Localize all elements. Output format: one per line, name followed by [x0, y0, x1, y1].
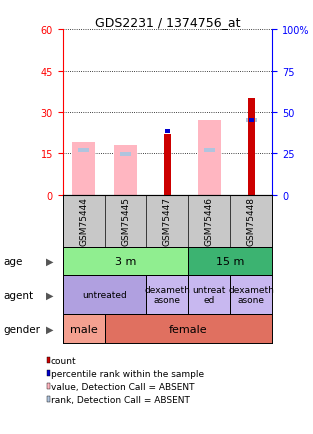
- Text: dexameth
asone: dexameth asone: [228, 286, 274, 305]
- Text: male: male: [70, 324, 97, 334]
- Text: value, Detection Call = ABSENT: value, Detection Call = ABSENT: [51, 382, 194, 391]
- Bar: [63, 247, 188, 276]
- Text: age: age: [3, 256, 23, 266]
- Bar: [164, 135, 171, 195]
- Bar: [248, 99, 255, 195]
- Text: ▶: ▶: [46, 324, 54, 334]
- Text: gender: gender: [3, 324, 40, 334]
- Bar: [188, 247, 272, 276]
- Text: 15 m: 15 m: [216, 256, 244, 266]
- Bar: [165, 129, 170, 134]
- Bar: [204, 148, 215, 153]
- Text: rank, Detection Call = ABSENT: rank, Detection Call = ABSENT: [51, 395, 190, 404]
- Text: count: count: [51, 356, 76, 365]
- Text: GSM75448: GSM75448: [247, 197, 256, 246]
- Bar: [246, 118, 257, 122]
- Bar: [78, 148, 89, 153]
- Bar: [230, 276, 272, 315]
- Text: 3 m: 3 m: [115, 256, 136, 266]
- Text: agent: agent: [3, 290, 33, 300]
- Text: GSM75445: GSM75445: [121, 197, 130, 246]
- Text: GSM75444: GSM75444: [79, 197, 88, 246]
- Title: GDS2231 / 1374756_at: GDS2231 / 1374756_at: [95, 16, 240, 29]
- Text: untreat
ed: untreat ed: [193, 286, 226, 305]
- Bar: [63, 315, 105, 343]
- Bar: [105, 315, 272, 343]
- Text: female: female: [169, 324, 208, 334]
- Bar: [249, 118, 254, 122]
- Bar: [72, 143, 95, 195]
- Bar: [146, 276, 188, 315]
- Text: percentile rank within the sample: percentile rank within the sample: [51, 369, 204, 378]
- Bar: [198, 121, 221, 195]
- Text: GSM75446: GSM75446: [205, 197, 214, 246]
- Text: ▶: ▶: [46, 256, 54, 266]
- Text: untreated: untreated: [82, 291, 127, 299]
- Bar: [188, 276, 230, 315]
- Bar: [63, 276, 146, 315]
- Bar: [120, 153, 131, 157]
- Text: GSM75447: GSM75447: [163, 197, 172, 246]
- Bar: [114, 146, 137, 195]
- Text: ▶: ▶: [46, 290, 54, 300]
- Text: dexameth
asone: dexameth asone: [145, 286, 190, 305]
